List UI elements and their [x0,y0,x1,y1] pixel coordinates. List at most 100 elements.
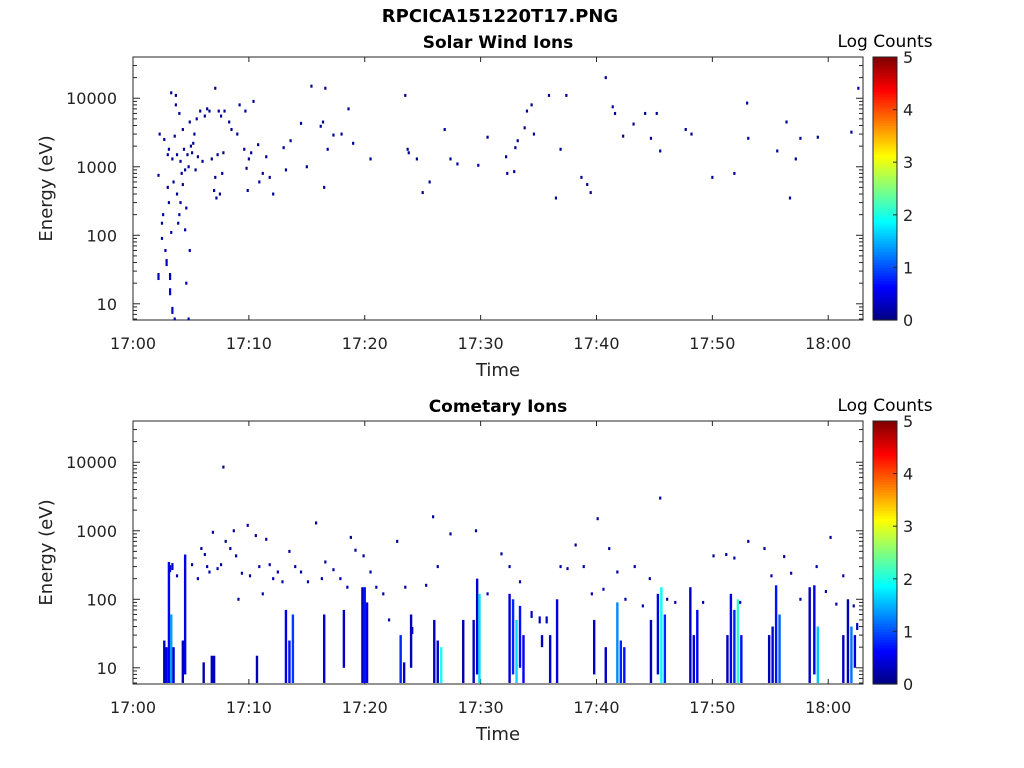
panel2-data-point [354,548,357,552]
panel1-data-point [319,124,322,128]
panel2-data-point [590,592,593,596]
panel1-colorbar-segment [873,114,897,119]
panel1-data-point [178,111,181,115]
panel2-colorbar-segment [873,478,897,483]
panel2-data-column [736,599,740,683]
panel2-data-point [258,565,261,569]
panel2-data-point [387,618,391,622]
panel2-colorbar-segment [873,452,897,456]
panel2-colorbar-segment [873,647,897,651]
panel1-colorbar-segment [873,59,897,63]
panel1-data-point [247,157,250,161]
panel1-colorbar-segment [873,298,897,303]
panel2-data-point [246,523,249,527]
panel2-data-point [288,549,291,553]
panel1-data-point [187,317,190,321]
panel1-data-point [171,157,174,161]
panel2-colorbar-segment [873,584,897,588]
panel2-colorbar-segment [873,665,897,669]
panel2-data-point [566,567,569,571]
panel1-data-point [406,147,409,151]
panel1-y-tick-label: 1000 [76,158,117,177]
panel2-data-point [375,585,378,589]
panel2-colorbar-segment [873,618,897,622]
panel2-title: Cometary Ions [429,397,568,417]
panel2-colorbar-segment [873,655,897,659]
panel2-colorbar-segment [873,589,897,593]
panel1-data-point [178,213,181,217]
panel1-data-point [181,183,184,187]
panel1-data-point [184,168,187,172]
panel2-colorbar-segment [873,507,897,512]
panel1-data-point [192,141,195,145]
panel2-colorbar-segment [873,486,897,490]
panel2-data-column [165,647,168,683]
panel1-data-point [516,139,519,143]
panel1-data-point [175,192,179,196]
panel2-data-column [774,585,778,683]
panel2-colorbar-segment [873,447,897,451]
panel2-data-column [649,619,653,683]
panel1-colorbar-segment [873,270,897,274]
panel2-y-tick-label: 10 [97,659,117,678]
panel2-data-column [813,585,816,675]
panel1-colorbar-tick-label: 5 [903,48,913,67]
panel1-data-point [157,273,160,281]
panel1-data-point [188,120,191,124]
panel1-data-point [214,86,217,90]
panel2-colorbar-segment [873,628,897,632]
panel2-data-point [842,574,845,578]
panel2-data-point [272,577,275,581]
panel1-data-point [776,149,779,153]
panel1-colorbar-segment [873,146,897,150]
panel1-colorbar-segment [873,314,897,318]
panel1-colorbar-segment [873,317,897,321]
panel2-data-point [545,616,548,624]
panel2-colorbar-segment [873,431,897,435]
panel2-data-column [740,635,743,683]
panel2-data-column [660,587,663,683]
panel2-data-column [402,662,406,683]
panel2-colorbar-tick-label: 5 [903,412,913,431]
panel2-colorbar-segment [873,421,897,425]
panel2-data-point [299,570,303,574]
panel1-data-point [565,93,568,97]
panel1-data-point [559,147,562,151]
panel2-data-point [206,565,209,569]
panel2-data-point [712,554,715,558]
panel1-colorbar-segment [873,243,897,247]
panel2-data-point [224,539,227,543]
panel1-data-point [532,132,536,136]
panel2-colorbar-segment [873,513,897,517]
panel1-data-point [415,157,418,161]
panel2-colorbar-segment [873,565,897,569]
panel2-colorbar-segment [873,607,897,611]
panel2-data-point [770,574,773,578]
panel2-data-point [396,539,399,543]
panel2-data-point [674,600,677,604]
panel2-data-point [500,552,503,556]
panel1-data-point [168,273,172,281]
panel1-data-point [530,103,533,107]
panel1-colorbar-segment [873,99,897,103]
panel2-colorbar-segment [873,576,897,580]
panel2-data-column [808,587,811,683]
panel2-data-column [172,647,175,683]
panel2-data-point [486,592,489,596]
panel1-colorbar-segment [873,180,897,184]
panel2-data-point [824,589,828,593]
panel1-data-point [244,109,247,113]
panel2-data-point [763,547,766,551]
panel1-data-point [404,93,407,97]
panel2-data-column [472,619,475,683]
panel2-colorbar-segment [873,476,897,480]
panel1-colorbar-segment [873,285,897,290]
panel1-data-point [179,201,182,205]
panel2-data-point [815,565,818,569]
panel1-data-point [421,191,424,195]
panel1-data-point [163,137,166,141]
panel2-colorbar-segment [873,457,897,462]
panel1-data-point [525,109,529,113]
panel2-colorbar-segment [873,547,897,551]
panel1-colorbar-segment [873,222,897,226]
